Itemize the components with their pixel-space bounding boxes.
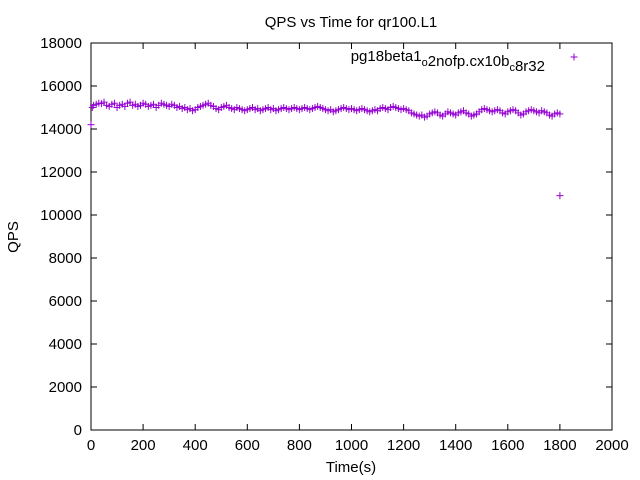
y-tick-label: 2000 [49,379,82,396]
legend-label-series-1: pg18beta1o2nofp.cx10bc8r32 [351,48,545,75]
y-tick-label: 18000 [40,35,82,52]
x-tick-label: 600 [235,437,260,454]
data-point [556,110,564,118]
x-tick-label: 200 [131,437,156,454]
y-axis: 0 2000 4000 6000 8000 10000 12000 14000 16000 180… [40,35,612,439]
x-tick-label: 1600 [491,437,524,454]
x-tick-label: 2000 [595,437,628,454]
legend-marker-plus [570,53,578,61]
x-tick-label: 1000 [335,437,368,454]
chart-title: QPS vs Time for qr100.L1 [265,14,438,31]
x-axis: 0 200 400 600 800 1000 1200 1400 1600 1800 2000 [87,43,629,454]
data-point [556,192,564,200]
y-tick-label: 6000 [49,293,82,310]
x-tick-label: 800 [287,437,312,454]
x-tick-label: 0 [87,437,95,454]
y-tick-label: 14000 [40,121,82,138]
data-points [87,98,564,200]
legend-marker-series-1 [570,53,578,61]
plot-frame [90,42,613,431]
y-axis-label: QPS [5,221,22,253]
y-tick-label: 12000 [40,164,82,181]
data-point [110,99,118,107]
x-tick-label: 400 [183,437,208,454]
legend: pg18beta1o2nofp.cx10bc8r32 [351,48,578,75]
y-tick-label: 0 [74,422,82,439]
data-point [87,121,95,129]
x-axis-label: Time(s) [326,459,376,476]
y-tick-label: 10000 [40,207,82,224]
x-tick-label: 1200 [387,437,420,454]
x-tick-label: 1400 [439,437,472,454]
y-tick-label: 4000 [49,336,82,353]
x-tick-label: 1800 [543,437,576,454]
y-tick-label: 16000 [40,78,82,95]
y-tick-label: 8000 [49,250,82,267]
